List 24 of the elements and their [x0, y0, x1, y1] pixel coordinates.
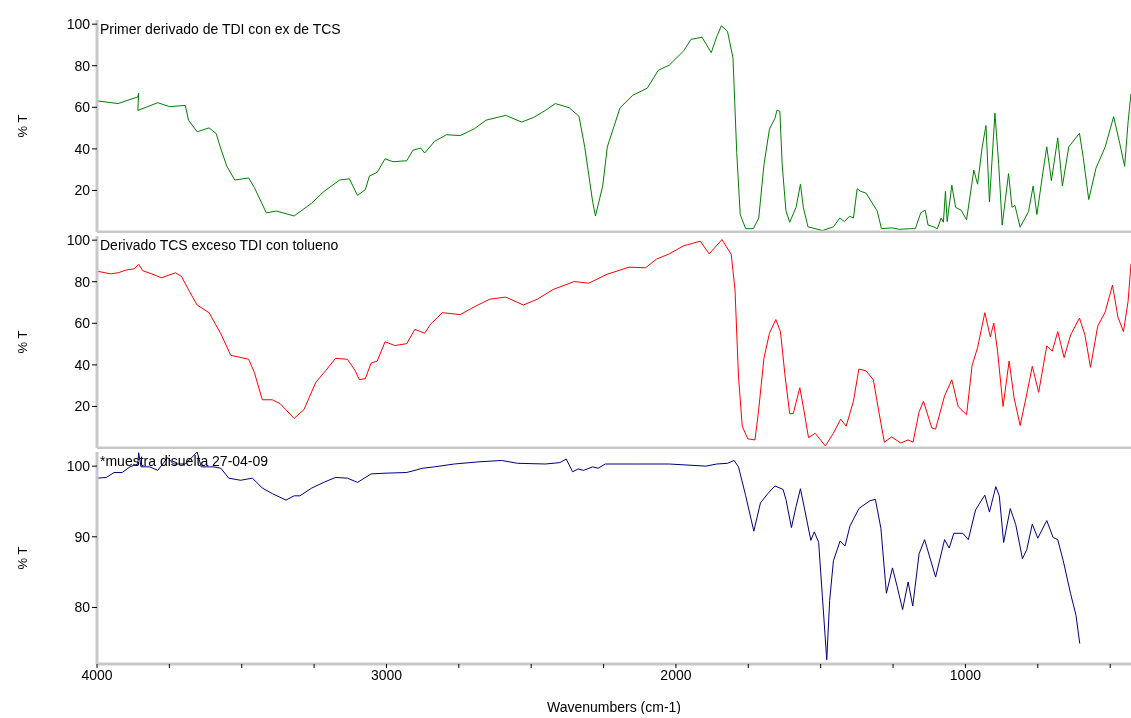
- y-tick-label: 80: [74, 599, 91, 616]
- y-axis-title: % T: [14, 330, 30, 354]
- chart-title: Primer derivado de TDI con ex de TCS: [100, 21, 341, 37]
- x-tick-label: 2000: [660, 666, 692, 683]
- y-tick-label: 80: [74, 57, 91, 74]
- x-axis-title: Wavenumbers (cm-1): [546, 699, 682, 715]
- chart-title: Derivado TCS exceso TDI con tolueno: [100, 237, 339, 253]
- y-tick-label: 80: [74, 273, 91, 290]
- y-axis-title: % T: [14, 546, 30, 570]
- y-tick-label: 100: [66, 458, 91, 475]
- x-tick-label: 3000: [370, 666, 403, 683]
- line-series: [97, 452, 1081, 661]
- y-tick-label: 40: [74, 140, 91, 157]
- x-tick-label: 4000: [81, 666, 113, 683]
- y-tick-label: 60: [74, 99, 91, 116]
- y-axis-title: % T: [14, 114, 30, 138]
- y-tick-label: 20: [74, 398, 91, 415]
- y-tick-label: 90: [74, 528, 91, 545]
- y-tick-label: 40: [74, 356, 91, 373]
- y-tick-label: 100: [66, 16, 91, 33]
- y-tick-label: 20: [74, 182, 91, 199]
- x-tick-label: 1000: [949, 666, 982, 683]
- y-tick-label: 100: [66, 232, 91, 249]
- y-tick-label: 60: [74, 315, 91, 332]
